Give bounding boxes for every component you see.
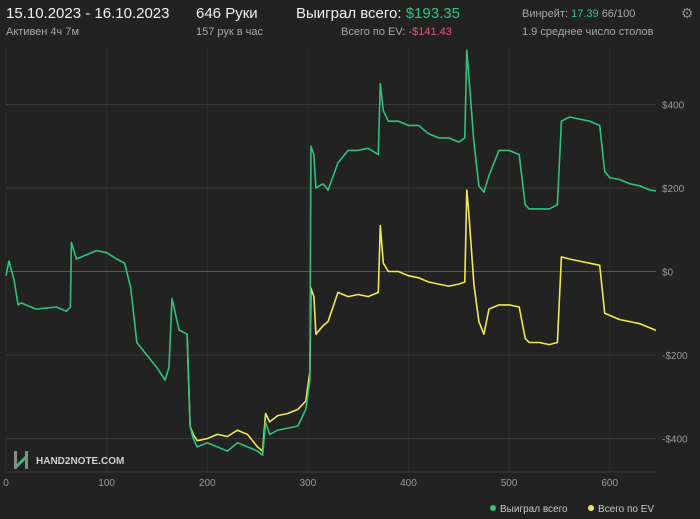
series-line-ev	[186, 189, 657, 452]
x-tick-label: 100	[98, 478, 115, 489]
legend-item-ev[interactable]: Всего по EV	[588, 504, 654, 515]
winrate-value: 17.39	[571, 8, 599, 20]
y-tick-label: $0	[662, 268, 674, 279]
date-range: 15.10.2023 - 16.10.2023	[6, 5, 170, 22]
hand2note-logo-icon	[14, 451, 28, 469]
total-won-value: $193.35	[405, 5, 460, 22]
legend-won-dot-icon	[490, 505, 496, 511]
hands-count: 646 Руки	[196, 5, 258, 22]
y-tick-label: -$400	[662, 435, 688, 446]
hand2note-watermark-text: HAND2NOTE.COM	[36, 456, 124, 467]
legend-ev-label: Всего по EV	[598, 504, 655, 515]
winrate-label: Винрейт:	[522, 8, 569, 20]
session-summary-header: 15.10.2023 - 16.10.2023 Активен 4ч 7м 64…	[0, 0, 700, 42]
y-tick-label: $400	[662, 100, 685, 111]
x-tick-label: 400	[400, 478, 417, 489]
average-tables: 1.9 среднее число столов	[522, 26, 654, 38]
total-ev-value: -$141.43	[408, 26, 452, 38]
x-tick-label: 0	[3, 478, 9, 489]
grid-lines	[5, 46, 656, 473]
axis-ticks: 0 100 200 300 400 500 600 $400 $200 $0 -$200 -$400	[3, 100, 688, 489]
x-tick-label: 500	[501, 478, 518, 489]
total-ev-label: Всего по EV:	[341, 26, 406, 38]
legend-won-label: Выиграл всего	[500, 504, 568, 515]
settings-gear-icon[interactable]: ⚙	[680, 5, 694, 21]
x-tick-label: 600	[601, 478, 618, 489]
hands-per-hour: 157 рук в час	[196, 26, 264, 38]
winrate: Винрейт: 17.39 66/100	[522, 8, 635, 20]
legend-item-won[interactable]: Выиграл всего	[490, 504, 568, 515]
total-ev: Всего по EV: -$141.43	[341, 26, 452, 38]
x-tick-label: 300	[300, 478, 317, 489]
y-tick-label: -$200	[662, 351, 688, 362]
active-time: Активен 4ч 7м	[6, 26, 80, 38]
series-line-won	[5, 49, 657, 457]
hand2note-watermark: HAND2NOTE.COM	[14, 451, 124, 469]
winrate-hands: 66/100	[601, 8, 636, 20]
legend-ev-dot-icon	[588, 505, 594, 511]
total-won-label: Выиграл всего:	[296, 5, 402, 22]
series-lines	[5, 49, 657, 457]
y-tick-label: $200	[662, 184, 685, 195]
x-tick-label: 200	[199, 478, 216, 489]
total-won: Выиграл всего: $193.35	[296, 5, 460, 22]
